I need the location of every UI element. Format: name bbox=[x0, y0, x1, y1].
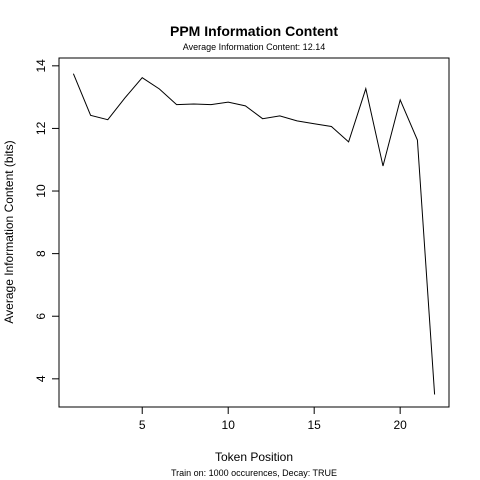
x-tick-label: 10 bbox=[222, 418, 236, 432]
x-tick-label: 5 bbox=[139, 418, 146, 432]
plot-frame bbox=[58, 57, 450, 408]
x-tick-label: 15 bbox=[308, 418, 322, 432]
y-tick-label: 8 bbox=[34, 250, 48, 257]
y-tick-label: 12 bbox=[34, 121, 48, 135]
chart-footnote: Train on: 1000 occurences, Decay: TRUE bbox=[171, 468, 337, 478]
y-tick-label: 10 bbox=[34, 184, 48, 198]
x-tick-label: 20 bbox=[393, 418, 407, 432]
chart-title: PPM Information Content bbox=[170, 23, 338, 39]
chart-subtitle: Average Information Content: 12.14 bbox=[183, 42, 325, 52]
y-tick-label: 4 bbox=[34, 375, 48, 382]
y-tick-label: 6 bbox=[34, 313, 48, 320]
y-tick-label: 14 bbox=[34, 59, 48, 73]
y-axis: 4 6 8 10 12 14 bbox=[34, 59, 59, 382]
x-axis-label: Token Position bbox=[215, 450, 293, 464]
information-content-series-line bbox=[72, 73, 436, 395]
x-axis: 5 10 15 20 bbox=[139, 407, 407, 432]
y-axis-label: Average Information Content (bits) bbox=[2, 140, 16, 323]
